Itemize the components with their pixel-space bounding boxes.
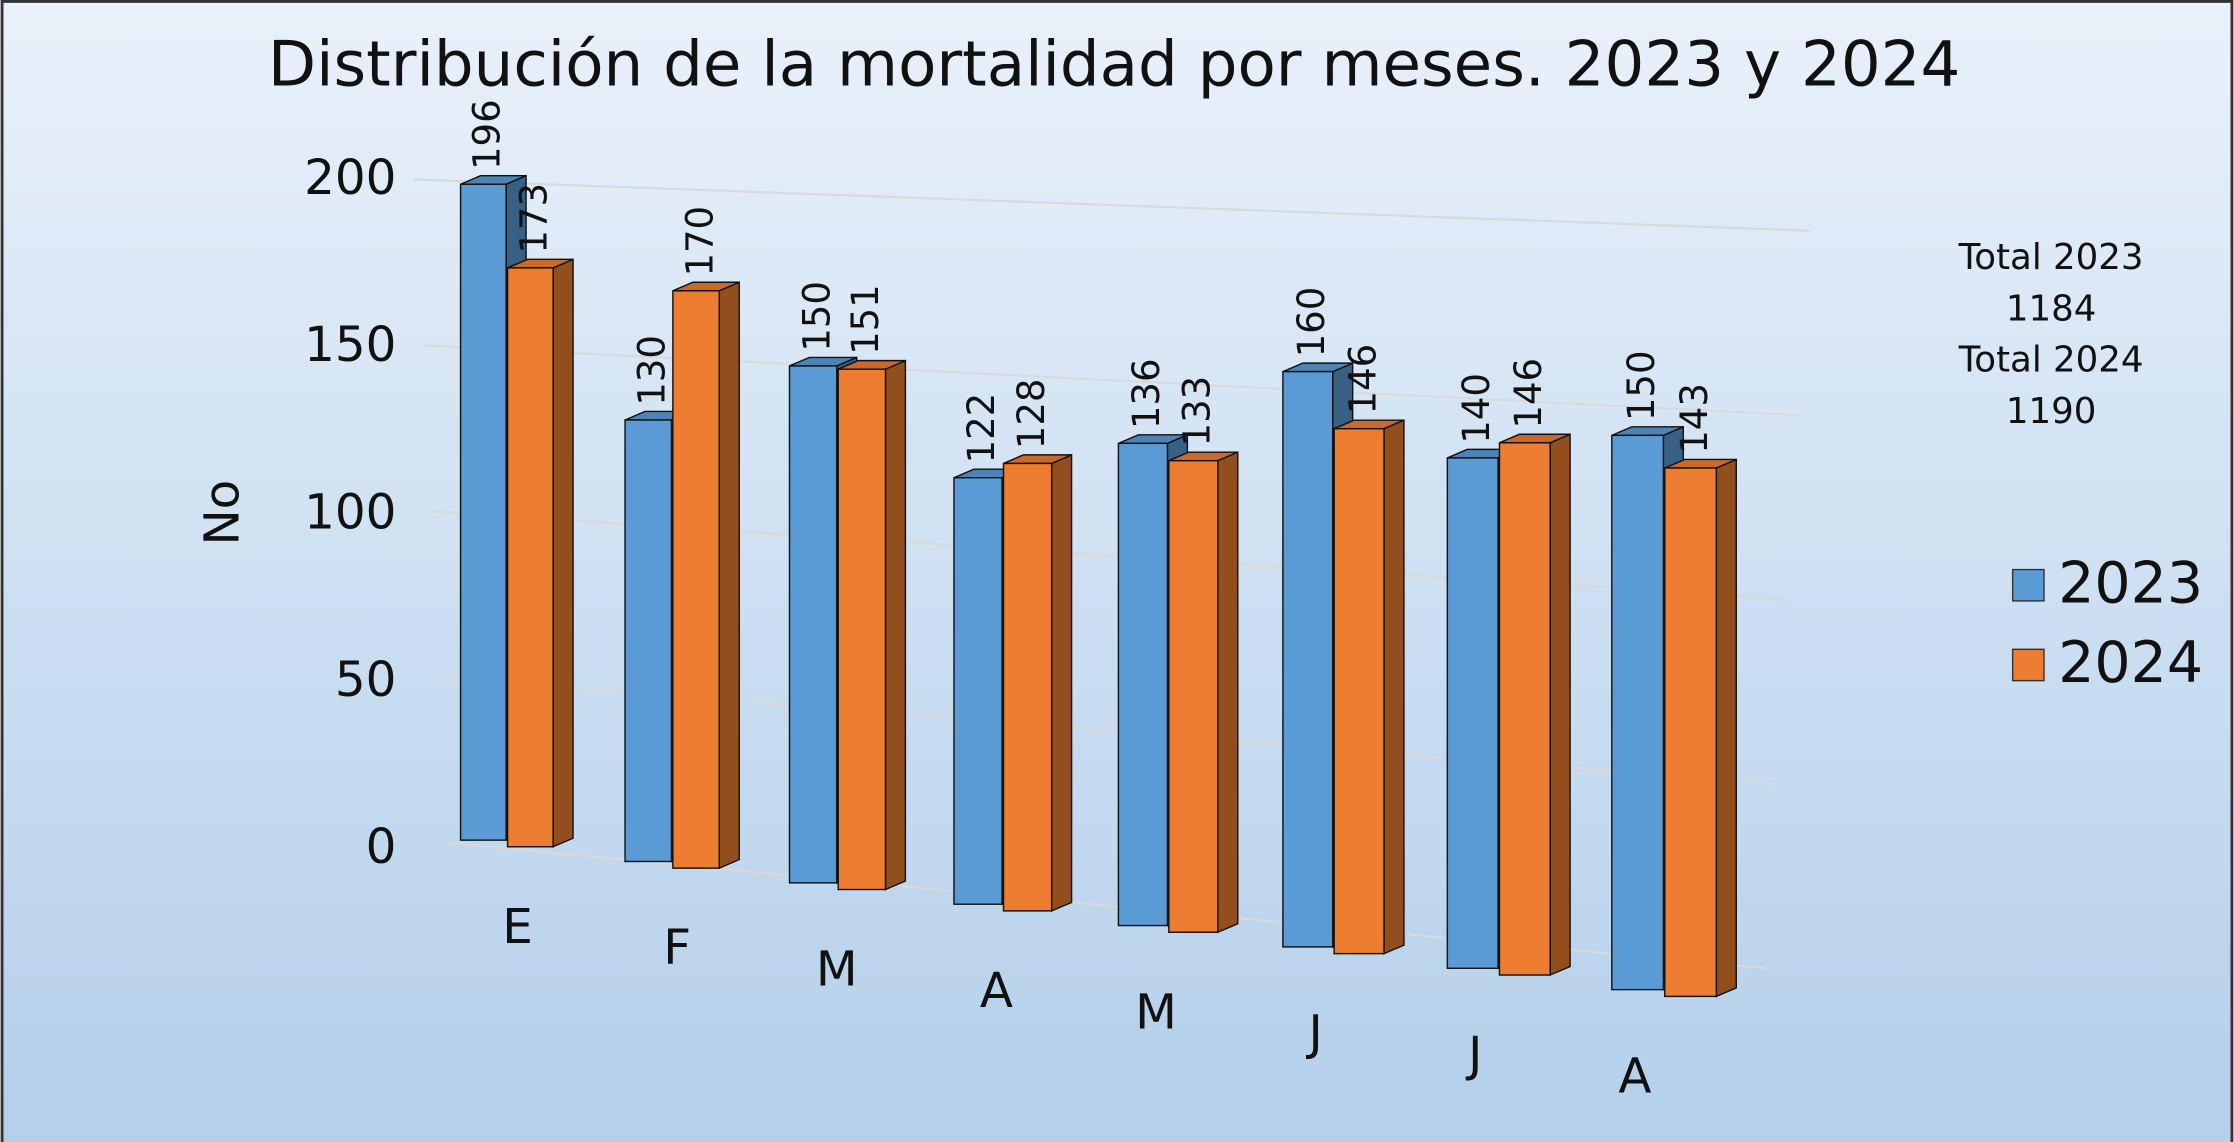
bar bbox=[1446, 457, 1499, 969]
x-tick-label: M bbox=[816, 942, 858, 998]
legend-swatch bbox=[2011, 648, 2045, 682]
bar bbox=[1168, 459, 1219, 933]
value-label: 128 bbox=[1010, 379, 1053, 450]
bar bbox=[1117, 442, 1169, 927]
bar-side bbox=[552, 258, 574, 848]
value-label: 173 bbox=[513, 183, 556, 254]
bar bbox=[1611, 434, 1665, 991]
bar-side bbox=[1715, 458, 1737, 998]
x-tick-label: M bbox=[1135, 984, 1177, 1040]
value-label: 146 bbox=[1341, 344, 1384, 415]
annotation-value: 1184 bbox=[2006, 288, 2097, 329]
legend-label: 2024 bbox=[2058, 630, 2203, 696]
bar-side bbox=[1383, 419, 1405, 955]
annotation-value: 1190 bbox=[2006, 391, 2097, 432]
bar-side bbox=[718, 281, 740, 870]
y-axis-label: No bbox=[195, 480, 251, 546]
bar bbox=[788, 365, 838, 884]
value-label: 146 bbox=[1507, 358, 1550, 429]
value-label: 150 bbox=[1620, 350, 1663, 421]
value-label: 140 bbox=[1455, 373, 1498, 444]
grid-line bbox=[413, 178, 1810, 232]
bar bbox=[953, 477, 1003, 905]
value-label: 151 bbox=[844, 284, 887, 355]
legend-swatch bbox=[2011, 568, 2045, 602]
bar bbox=[506, 267, 554, 848]
bar bbox=[1664, 467, 1718, 998]
bar-side bbox=[1549, 433, 1571, 977]
bar bbox=[1498, 442, 1551, 976]
value-label: 136 bbox=[1125, 358, 1168, 429]
y-tick-label: 0 bbox=[366, 819, 397, 875]
annotation-label: Total 2023 bbox=[1958, 237, 2144, 278]
x-tick-label: J bbox=[1465, 1027, 1482, 1083]
value-label: 170 bbox=[678, 206, 721, 277]
value-label: 143 bbox=[1673, 383, 1716, 454]
x-tick-label: J bbox=[1305, 1006, 1322, 1062]
bar bbox=[1282, 370, 1334, 948]
bar-side bbox=[1217, 451, 1239, 934]
x-tick-label: A bbox=[1618, 1048, 1651, 1104]
bar bbox=[1002, 462, 1053, 912]
bar-side bbox=[1050, 453, 1073, 912]
value-label: 122 bbox=[960, 393, 1003, 464]
value-label: 130 bbox=[630, 335, 673, 406]
bar bbox=[672, 290, 721, 869]
value-label: 133 bbox=[1176, 376, 1219, 447]
annotation-label: Total 2024 bbox=[1958, 340, 2144, 381]
legend-label: 2023 bbox=[2058, 550, 2203, 616]
grid-line bbox=[422, 344, 1799, 417]
y-tick-label: 150 bbox=[304, 317, 396, 373]
value-label: 160 bbox=[1290, 287, 1333, 358]
bar bbox=[1333, 427, 1385, 955]
y-tick-label: 200 bbox=[304, 150, 396, 206]
bar bbox=[459, 183, 507, 841]
x-tick-label: E bbox=[502, 899, 533, 955]
chart-title: Distribución de la mortalidad por meses.… bbox=[268, 27, 1961, 100]
x-tick-label: A bbox=[980, 963, 1013, 1019]
y-tick-label: 50 bbox=[335, 652, 397, 708]
value-label: 196 bbox=[466, 99, 509, 170]
y-tick-label: 100 bbox=[304, 484, 396, 540]
value-label: 150 bbox=[795, 281, 838, 352]
bar-side bbox=[884, 359, 907, 891]
x-tick-label: F bbox=[663, 920, 691, 976]
bar bbox=[624, 419, 673, 863]
bar bbox=[837, 368, 887, 891]
